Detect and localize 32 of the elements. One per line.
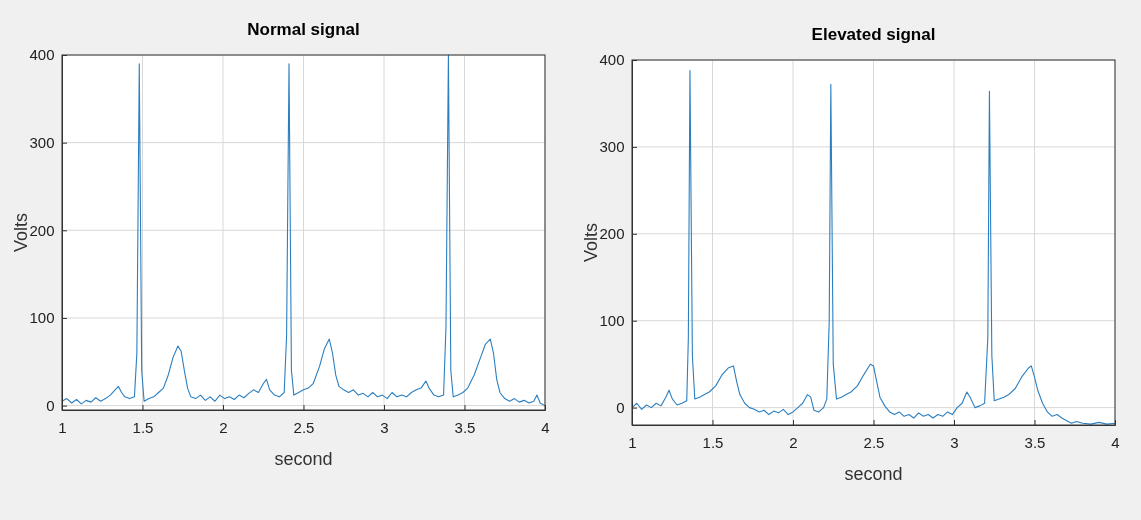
y-tick-label: 300 [29,133,55,151]
x-tick-label: 1.5 [702,433,724,451]
y-tick-label: 0 [46,396,55,414]
x-tick-label: 4 [541,418,550,436]
y-tick-label: 100 [29,309,55,327]
x-tick-label: 1.5 [132,418,154,436]
x-tick-label: 2 [219,418,228,436]
chart-title: Elevated signal [811,25,936,44]
x-axis-title: second [844,464,903,484]
x-tick-label: 3 [380,418,389,436]
x-tick-label: 2 [789,433,798,451]
y-tick-label: 300 [599,138,625,156]
y-tick-label: 400 [599,51,625,69]
chart-title: Normal signal [247,20,360,39]
x-tick-label: 2.5 [863,433,885,451]
y-axis-title: Volts [581,222,601,263]
y-tick-label: 100 [599,312,625,330]
y-axis-title: Volts [11,212,31,253]
y-tick-label: 200 [29,221,55,239]
x-tick-label: 4 [1111,433,1120,451]
y-tick-label: 400 [29,46,55,64]
line-series [61,54,546,407]
x-tick-label: 1 [58,418,67,436]
x-axis-title: second [274,449,333,469]
y-tick-label: 200 [599,225,625,243]
x-tick-label: 1 [628,433,637,451]
x-tick-label: 3 [950,433,959,451]
y-tick-label: 0 [616,398,625,416]
line-series [631,69,1116,425]
x-tick-label: 3.5 [1024,433,1046,451]
x-tick-label: 2.5 [293,418,315,436]
x-tick-label: 3.5 [454,418,476,436]
